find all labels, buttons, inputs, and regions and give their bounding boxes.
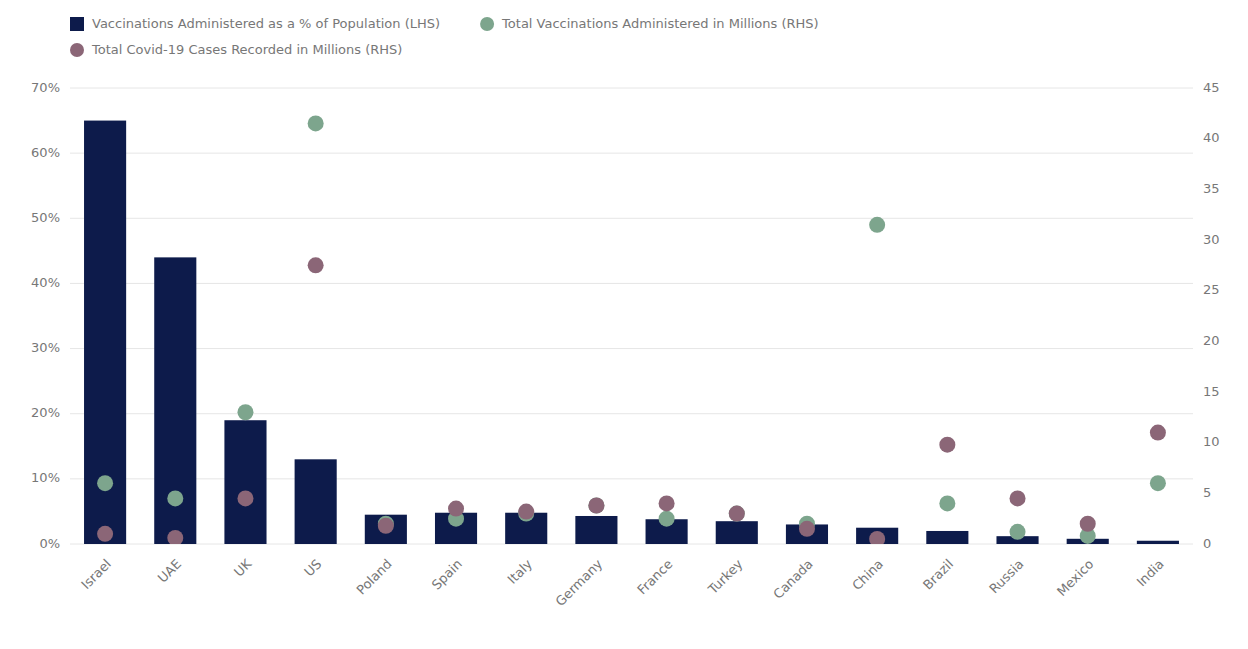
dot — [167, 530, 183, 544]
x-tick-label: Russia — [986, 556, 1026, 596]
y2-tick-label: 30 — [1203, 232, 1220, 247]
y2-tick-label: 10 — [1203, 434, 1220, 449]
y2-tick-label: 45 — [1203, 80, 1220, 95]
x-tick-label: US — [301, 556, 324, 579]
legend: Vaccinations Administered as a % of Popu… — [70, 16, 819, 58]
grid-line — [70, 153, 1193, 154]
x-tick-label: Brazil — [920, 556, 956, 592]
legend-swatch — [480, 17, 494, 31]
x-tick-label: Germany — [552, 556, 605, 609]
dot — [588, 497, 604, 513]
dot — [869, 217, 885, 233]
dot — [939, 437, 955, 453]
y-tick-label: 10% — [31, 470, 60, 485]
dot — [729, 506, 745, 522]
x-tick-label: Mexico — [1054, 556, 1097, 599]
dot — [237, 490, 253, 506]
bar — [295, 459, 337, 544]
x-tick-label: Spain — [429, 556, 465, 592]
x-tick-label: Poland — [353, 556, 394, 597]
bar — [154, 257, 196, 544]
x-tick-label: Turkey — [704, 556, 745, 597]
x-tick-label: Israel — [78, 556, 114, 592]
y-tick-label: 50% — [31, 210, 60, 225]
y2-tick-label: 15 — [1203, 384, 1220, 399]
dot — [1010, 490, 1026, 506]
dot — [869, 531, 885, 544]
grid-line — [70, 218, 1193, 219]
dot — [1150, 425, 1166, 441]
y-tick-label: 30% — [31, 340, 60, 355]
y2-tick-label: 40 — [1203, 130, 1220, 145]
dot — [237, 404, 253, 420]
grid-line — [70, 348, 1193, 349]
dot — [97, 526, 113, 542]
dot — [308, 257, 324, 273]
y2-tick-label: 5 — [1203, 485, 1211, 500]
x-tick-label: UK — [231, 556, 255, 580]
dot — [1150, 475, 1166, 491]
dot — [308, 115, 324, 131]
legend-item: Total Covid-19 Cases Recorded in Million… — [70, 42, 402, 58]
y-tick-label: 70% — [31, 80, 60, 95]
dot — [729, 506, 745, 522]
dot — [1080, 516, 1096, 532]
bar — [224, 420, 266, 544]
axes: 0% 10% 20% 30% 40% 50% 60% 70% 0 5 10 15 20 25 30 35 40 4… — [31, 80, 1219, 610]
y2-tick-label: 35 — [1203, 181, 1220, 196]
y2-tick-label: 20 — [1203, 333, 1220, 348]
bar — [84, 121, 126, 544]
y2-tick-label: 0 — [1203, 536, 1211, 551]
grid-line — [70, 88, 1193, 89]
grid — [70, 88, 1193, 544]
x-tick-label: France — [634, 556, 675, 597]
y-tick-label: 20% — [31, 405, 60, 420]
x-tick-label: India — [1134, 556, 1167, 589]
dot — [659, 495, 675, 511]
dot — [518, 504, 534, 520]
legend-item: Total Vaccinations Administered in Milli… — [480, 16, 819, 32]
x-tick-label: Italy — [505, 556, 536, 587]
dot — [167, 490, 183, 506]
y-tick-label: 0% — [39, 536, 60, 551]
dot — [659, 511, 675, 527]
bar — [926, 531, 968, 544]
dot — [939, 495, 955, 511]
legend-label: Total Covid-19 Cases Recorded in Million… — [91, 42, 402, 57]
dot — [588, 497, 604, 513]
y-tick-label: 60% — [31, 145, 60, 160]
dot — [448, 501, 464, 517]
x-tick-label: China — [849, 556, 886, 593]
y2-tick-label: 25 — [1203, 282, 1220, 297]
dot — [97, 475, 113, 491]
chart: 0% 10% 20% 30% 40% 50% 60% 70% 0 5 10 15 20 25 30 35 40 4… — [0, 0, 1248, 649]
grid-line — [70, 283, 1193, 284]
bar — [365, 515, 407, 544]
y-tick-label: 40% — [31, 275, 60, 290]
dot — [378, 518, 394, 534]
legend-label: Vaccinations Administered as a % of Popu… — [92, 16, 440, 31]
legend-swatch — [70, 43, 84, 57]
legend-label: Total Vaccinations Administered in Milli… — [501, 16, 819, 31]
bar — [1137, 541, 1179, 544]
x-tick-label: UAE — [155, 556, 184, 585]
legend-item: Vaccinations Administered as a % of Popu… — [70, 16, 440, 32]
bar — [716, 521, 758, 544]
legend-swatch — [70, 17, 84, 31]
bar — [575, 516, 617, 544]
dot — [799, 521, 815, 537]
plot-area — [84, 115, 1179, 544]
x-tick-label: Canada — [770, 556, 816, 602]
dot — [1010, 524, 1026, 540]
